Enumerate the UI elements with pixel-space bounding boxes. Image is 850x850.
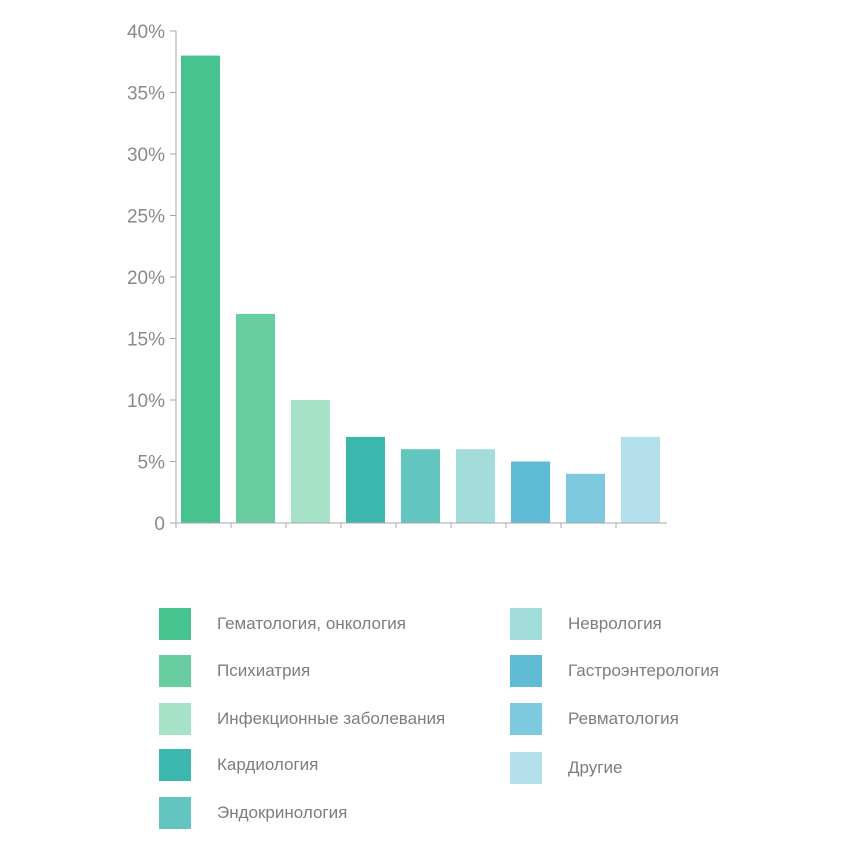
- y-tick-label: 5%: [138, 453, 166, 474]
- bar: [456, 449, 495, 523]
- bar: [236, 313, 275, 523]
- y-tick-label: 15%: [127, 330, 165, 351]
- y-tick-label: 10%: [127, 391, 165, 412]
- bars: [181, 55, 660, 523]
- x-axis: [175, 522, 667, 528]
- bar: [181, 55, 220, 523]
- y-tick-label: 25%: [127, 207, 165, 228]
- y-axis: 0 5% 10% 15% 20% 25% 30% 35% 40%: [127, 22, 177, 535]
- bar: [566, 473, 605, 523]
- bar: [346, 436, 385, 523]
- y-tick-label: 40%: [127, 22, 165, 43]
- bar: [401, 449, 440, 523]
- bar: [511, 461, 550, 523]
- y-tick-label: 35%: [127, 84, 165, 105]
- bar: [291, 400, 330, 523]
- bar: [621, 436, 660, 523]
- y-tick-label: 30%: [127, 145, 165, 166]
- y-tick-label: 0: [154, 514, 165, 535]
- y-tick-label: 20%: [127, 268, 165, 289]
